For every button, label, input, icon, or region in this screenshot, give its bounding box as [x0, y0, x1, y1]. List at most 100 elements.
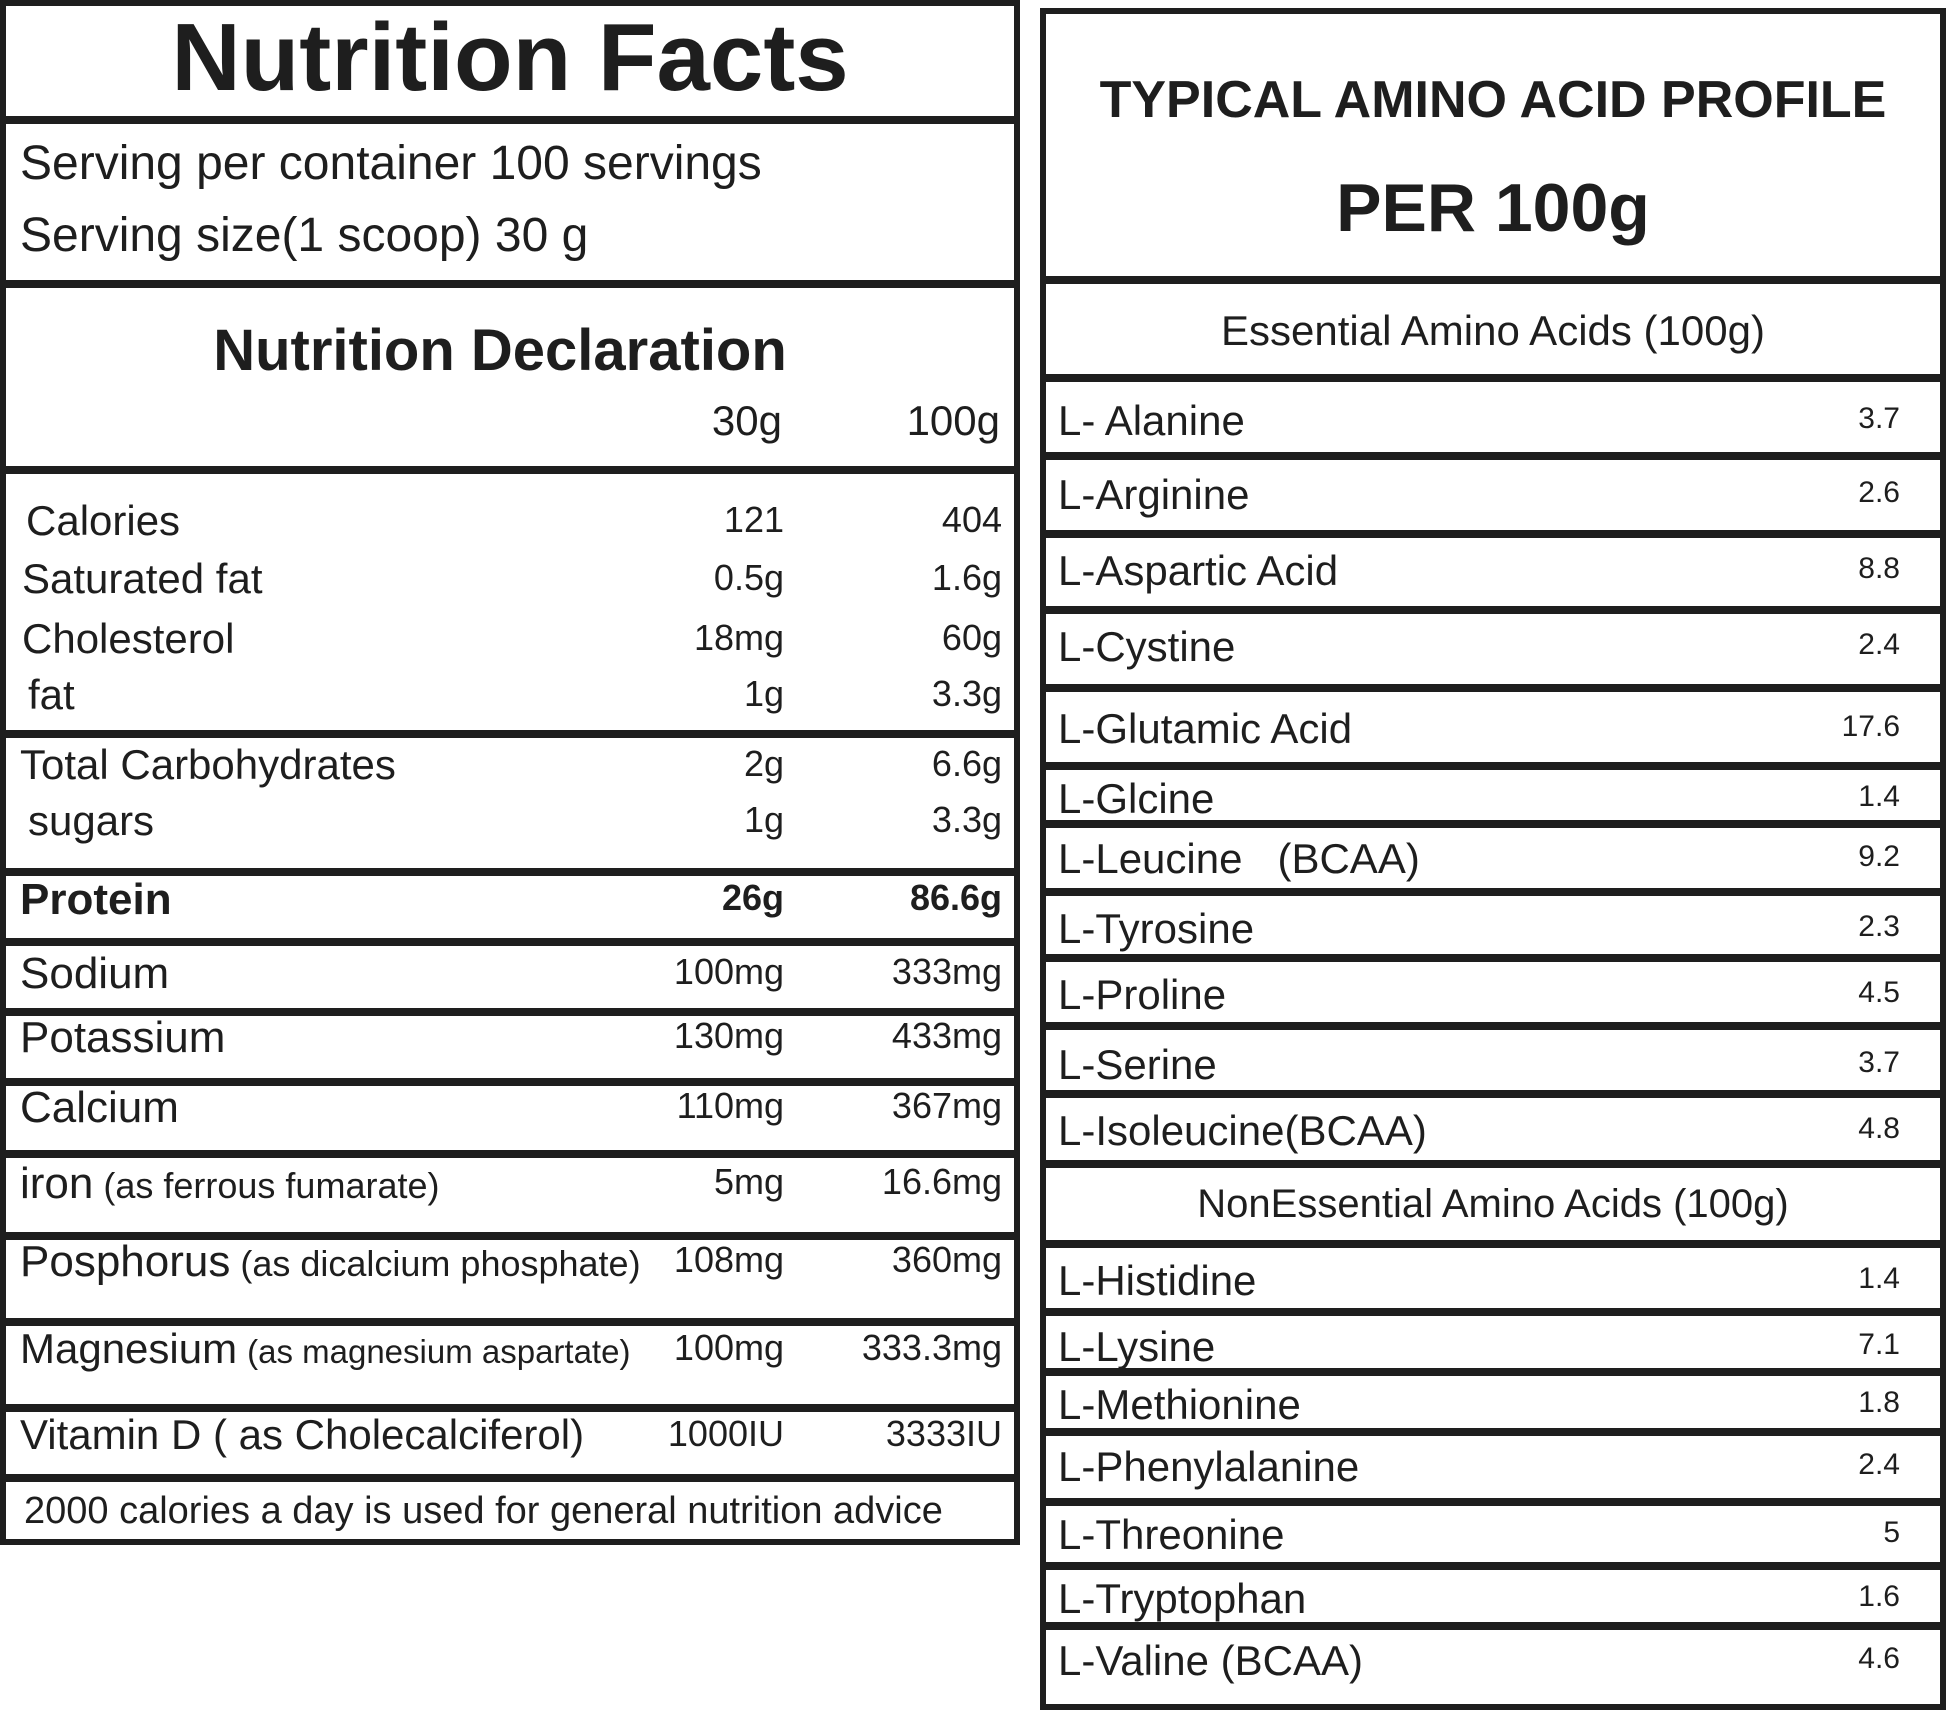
- amino-profile-subtitle: PER 100g: [1336, 170, 1650, 246]
- divider: [1040, 762, 1946, 770]
- value-30g: 2g: [743, 743, 784, 784]
- amino-acid-panel: [1040, 8, 1946, 1710]
- divider: [0, 1318, 1020, 1326]
- divider: [1040, 1562, 1946, 1570]
- amino-acid-value: 2.4: [1858, 1448, 1900, 1481]
- amino-acid-name: L-Methionine: [1058, 1381, 1301, 1428]
- divider: [1040, 1368, 1946, 1376]
- divider: [1040, 684, 1946, 692]
- divider: [1040, 1240, 1946, 1248]
- divider: [1040, 954, 1946, 962]
- value-30g: 5mg: [713, 1161, 784, 1202]
- value-100g: 16.6mg: [881, 1161, 1002, 1202]
- nutrient-label: Magnesium (as magnesium aspartate): [20, 1325, 631, 1372]
- amino-acid-value: 2.4: [1858, 628, 1900, 661]
- divider: [1040, 888, 1946, 896]
- divider: [0, 116, 1020, 124]
- amino-acid-value: 1.4: [1858, 780, 1900, 813]
- value-30g: 121: [723, 499, 784, 540]
- amino-acid-name: L-Leucine (BCAA): [1058, 835, 1420, 882]
- amino-acid-name: L-Phenylalanine: [1058, 1443, 1360, 1490]
- amino-acid-name: L-Aspartic Acid: [1058, 547, 1339, 594]
- amino-acid-value: 3.7: [1858, 402, 1900, 435]
- amino-acid-value: 4.6: [1858, 1642, 1900, 1675]
- column-header-30g: 30g: [711, 397, 782, 444]
- value-30g: 1g: [743, 799, 784, 840]
- divider: [0, 1474, 1020, 1482]
- amino-acid-name: L-Cystine: [1058, 623, 1236, 670]
- essential-header: Essential Amino Acids (100g): [1221, 307, 1765, 354]
- serving-per-container: Serving per container 100 servings: [20, 137, 762, 190]
- divider: [0, 280, 1020, 288]
- amino-acid-name: L-Lysine: [1058, 1323, 1216, 1370]
- amino-acid-value: 3.7: [1858, 1046, 1900, 1079]
- amino-acid-value: 5: [1883, 1516, 1900, 1549]
- value-100g: 3.3g: [931, 673, 1002, 714]
- nutrient-label: sugars: [28, 797, 155, 844]
- value-100g: 333mg: [891, 951, 1002, 992]
- value-30g: 110mg: [676, 1085, 784, 1126]
- nutrition-facts-panel: [0, 0, 1020, 1545]
- divider: [1040, 1622, 1946, 1630]
- amino-acid-value: 9.2: [1858, 840, 1900, 873]
- nutrient-source-note: (as magnesium aspartate): [247, 1333, 631, 1370]
- amino-acid-name: L-Glutamic Acid: [1058, 705, 1353, 752]
- nutrient-label: Protein: [20, 875, 172, 924]
- nutrition-facts-title: Nutrition Facts: [171, 4, 849, 111]
- amino-acid-value: 2.6: [1858, 476, 1900, 509]
- nonessential-header: NonEssential Amino Acids (100g): [1197, 1182, 1789, 1226]
- value-30g: 100mg: [673, 951, 784, 992]
- divider: [1040, 276, 1946, 284]
- divider: [0, 466, 1020, 474]
- amino-acid-name: L-Histidine: [1058, 1257, 1257, 1304]
- amino-acid-name: L-Tyrosine: [1058, 905, 1255, 952]
- nutrient-label: Potassium: [20, 1013, 226, 1062]
- amino-acid-name: L-Proline: [1058, 971, 1227, 1018]
- amino-acid-name: L-Serine: [1058, 1041, 1217, 1088]
- value-100g: 367mg: [891, 1085, 1002, 1126]
- amino-acid-name: L-Glcine: [1058, 775, 1215, 822]
- divider: [0, 730, 1020, 738]
- nutrient-source-note: (as ferrous fumarate): [103, 1165, 440, 1206]
- divider: [0, 1232, 1020, 1240]
- nutrition-facts-content: Nutrition Facts Serving per container 10…: [0, 0, 1020, 1545]
- value-30g: 1g: [743, 673, 784, 714]
- amino-acid-name: L-Isoleucine(BCAA): [1058, 1107, 1427, 1154]
- nutrient-label: Sodium: [20, 949, 170, 998]
- amino-acid-value: 1.4: [1858, 1262, 1900, 1295]
- divider: [1040, 374, 1946, 382]
- amino-acid-name: L-Threonine: [1058, 1511, 1285, 1558]
- value-30g: 26g: [721, 877, 784, 918]
- amino-acid-value: 1.6: [1858, 1580, 1900, 1613]
- divider: [0, 938, 1020, 946]
- nutrient-label: Cholesterol: [22, 615, 235, 662]
- value-100g: 404: [941, 499, 1002, 540]
- value-30g: 0.5g: [713, 557, 784, 598]
- amino-acid-value: 8.8: [1858, 552, 1900, 585]
- divider: [0, 1008, 1020, 1016]
- value-30g: 18mg: [693, 617, 784, 658]
- divider: [1040, 452, 1946, 460]
- amino-acid-content: TYPICAL AMINO ACID PROFILE PER 100g Esse…: [1040, 8, 1946, 1710]
- nutrient-label: fat: [28, 671, 75, 718]
- value-100g: 1.6g: [931, 557, 1002, 598]
- nutrient-label: Saturated fat: [22, 555, 263, 602]
- amino-acid-value: 1.8: [1858, 1386, 1900, 1419]
- value-100g: 433mg: [891, 1015, 1002, 1056]
- amino-acid-name: L- Alanine: [1058, 397, 1245, 444]
- divider: [1040, 1090, 1946, 1098]
- amino-acid-value: 2.3: [1858, 910, 1900, 943]
- value-100g: 3.3g: [931, 799, 1002, 840]
- value-30g: 130mg: [673, 1015, 784, 1056]
- divider: [1040, 820, 1946, 828]
- amino-acid-name: L-Tryptophan: [1058, 1575, 1307, 1622]
- nutrient-label: iron (as ferrous fumarate): [20, 1159, 440, 1208]
- value-100g: 3333IU: [885, 1413, 1002, 1454]
- nutrient-label: Calcium: [20, 1083, 179, 1132]
- amino-acid-value: 17.6: [1841, 710, 1900, 743]
- nutrient-label: Calories: [26, 497, 181, 544]
- divider: [1040, 606, 1946, 614]
- column-header-100g: 100g: [906, 397, 1000, 444]
- divider: [1040, 1308, 1946, 1316]
- value-100g: 333.3mg: [861, 1327, 1002, 1368]
